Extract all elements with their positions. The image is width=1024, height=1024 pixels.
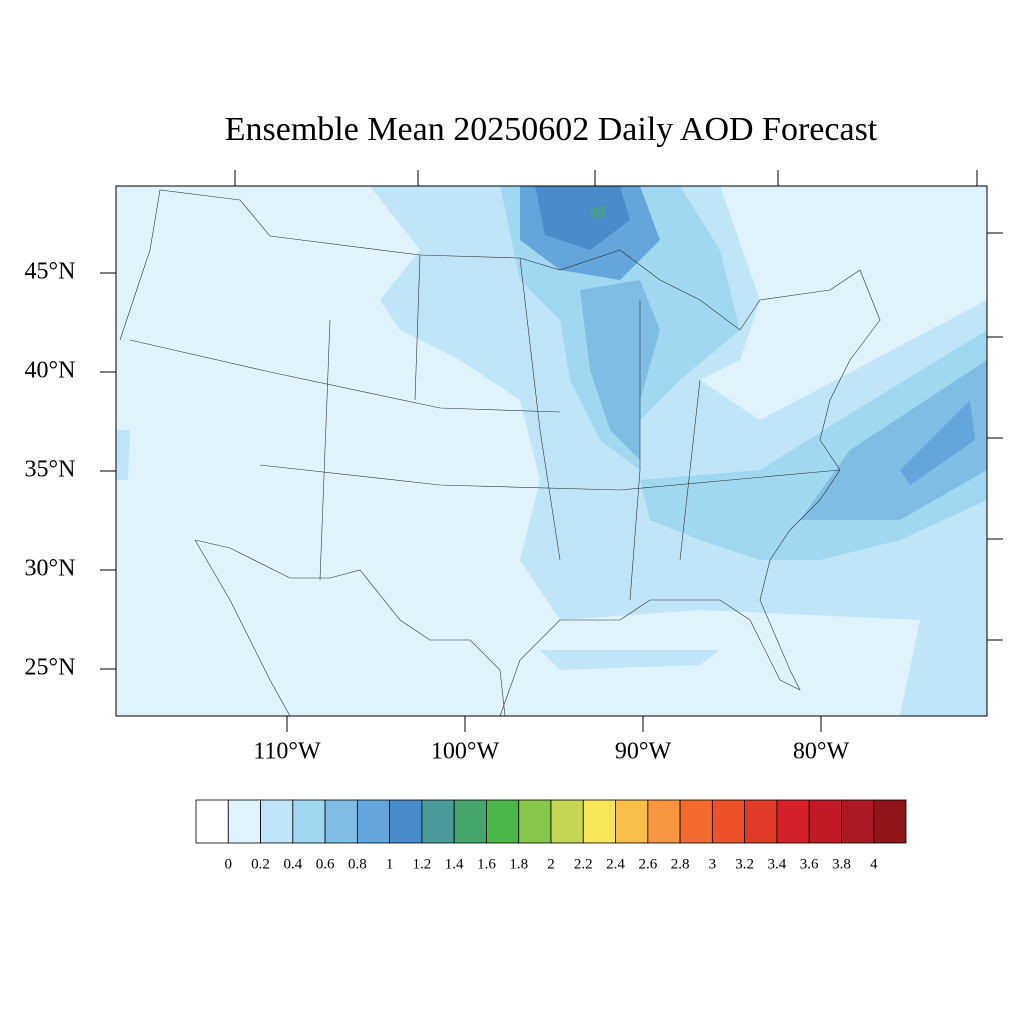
colorbar-box [841, 799, 875, 844]
aod-region [590, 206, 606, 218]
colorbar-label: 3.8 [832, 856, 851, 872]
colorbar-label: 2.8 [671, 856, 690, 872]
colorbar-box [324, 799, 358, 844]
lon-label: 100°W [431, 739, 500, 765]
title: Ensemble Mean 20250602 Daily AOD Forecas… [225, 111, 878, 148]
colorbar-label: 3 [709, 856, 717, 872]
colorbar-box [486, 799, 520, 844]
aod-region [535, 186, 630, 250]
colorbar-box [647, 799, 681, 844]
state-borders [129, 254, 841, 601]
colorbar-label: 2 [547, 856, 555, 872]
coastline [119, 189, 881, 716]
colorbar-box [227, 799, 261, 844]
colorbar-label: 3.4 [768, 856, 787, 872]
map [115, 170, 1003, 717]
lat-label: 30°N [25, 556, 76, 582]
colorbar-box [260, 799, 294, 844]
colorbar-label: 1.4 [445, 856, 464, 872]
colorbar-label: 4 [870, 856, 878, 872]
colorbar-label: 0.6 [316, 856, 335, 872]
colorbar-box [808, 799, 842, 844]
lat-label: 35°N [25, 457, 76, 483]
colorbar-label: 1.6 [477, 856, 496, 872]
aod-region [370, 186, 987, 716]
colorbar-label: 0 [225, 856, 233, 872]
colorbar-box [615, 799, 649, 844]
aod-region [116, 430, 130, 480]
lon-label: 80°W [793, 739, 850, 765]
lat-label: 25°N [25, 655, 76, 681]
colorbar-label: 1 [386, 856, 394, 872]
aod-region [540, 650, 720, 670]
colorbar-label: 1.8 [509, 856, 528, 872]
colorbar-box [421, 799, 455, 844]
colorbar-label: 0.4 [283, 856, 302, 872]
colorbar-box [550, 799, 584, 844]
colorbar-box [292, 799, 326, 844]
colorbar-box [679, 799, 713, 844]
colorbar-label: 1.2 [413, 856, 432, 872]
lat-label: 40°N [25, 358, 76, 384]
colorbar-label: 0.8 [348, 856, 367, 872]
border-mexico [194, 539, 506, 716]
colorbar-box [744, 799, 778, 844]
lon-label: 90°W [615, 739, 672, 765]
colorbar-box [518, 799, 552, 844]
colorbar-box [711, 799, 746, 844]
colorbar-label: 3.2 [735, 856, 754, 872]
coastline [194, 539, 291, 716]
colorbar-label: 0.2 [251, 856, 270, 872]
colorbar-box [873, 799, 907, 844]
colorbar-label: 3.6 [800, 856, 819, 872]
aod-region [800, 360, 987, 520]
colorbar-label: 2.6 [638, 856, 657, 872]
colorbar-box [453, 799, 487, 844]
colorbar-box [389, 799, 423, 844]
colorbar-box [195, 799, 229, 844]
aod-region [900, 400, 975, 485]
colorbar-box [776, 799, 810, 844]
lon-label: 110°W [253, 739, 321, 765]
map-frame [115, 185, 988, 717]
colorbar-label: 2.4 [606, 856, 625, 872]
colorbar-box [582, 799, 616, 844]
lat-label: 45°N [25, 259, 76, 285]
colorbar-box [356, 799, 391, 844]
colorbar-label: 2.2 [574, 856, 593, 872]
